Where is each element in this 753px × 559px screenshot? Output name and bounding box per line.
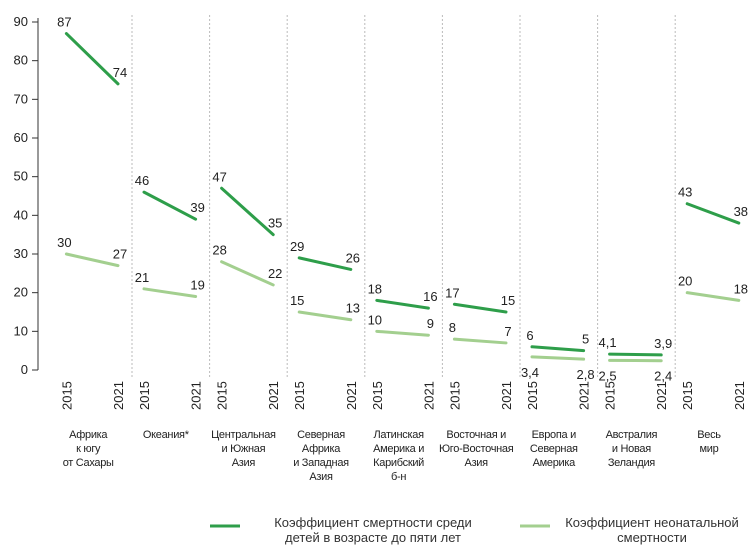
x-tick-label: 2015 (370, 381, 385, 410)
x-tick-label: 2015 (215, 381, 230, 410)
data-label: 18 (368, 281, 382, 296)
series-line (142, 287, 198, 299)
data-label: 4,1 (599, 335, 617, 350)
series-line (220, 260, 275, 287)
y-tick-label: 10 (14, 323, 28, 338)
category-label: Латинская Америка и Карибский б-н (373, 429, 425, 483)
x-tick-label: 2015 (447, 381, 462, 410)
data-label: 27 (113, 247, 127, 262)
data-label: 38 (734, 204, 748, 219)
data-label: 3,4 (521, 365, 539, 380)
x-tick-label: 2015 (59, 381, 74, 410)
x-tick-label: 2021 (732, 381, 747, 410)
x-tick-label: 2021 (266, 381, 281, 410)
data-label: 13 (346, 301, 360, 316)
data-label: 29 (290, 239, 304, 254)
data-label: 17 (445, 285, 459, 300)
series-line (64, 32, 120, 86)
x-tick-label: 2021 (111, 381, 126, 410)
category-label: Европа и Северная Америка (529, 429, 578, 469)
data-label: 87 (57, 15, 71, 30)
y-tick-label: 60 (14, 130, 28, 145)
data-label: 3,9 (654, 336, 672, 351)
data-label: 2,5 (599, 368, 617, 383)
y-tick-label: 80 (14, 53, 28, 68)
data-label: 2,8 (577, 367, 595, 382)
data-label: 9 (427, 316, 434, 331)
x-tick-label: 2015 (680, 381, 695, 410)
x-tick-label: 2021 (344, 381, 359, 410)
y-tick-label: 90 (14, 14, 28, 29)
y-tick-label: 30 (14, 246, 28, 261)
x-tick-label: 2015 (137, 381, 152, 410)
y-tick-label: 0 (21, 362, 28, 377)
series-line (685, 202, 741, 225)
data-label: 7 (504, 324, 511, 339)
series-line (685, 291, 741, 302)
data-label: 26 (346, 250, 360, 265)
data-label: 30 (57, 235, 71, 250)
data-label: 74 (113, 65, 127, 80)
series-line (142, 190, 198, 221)
data-label: 15 (501, 293, 515, 308)
data-label: 46 (135, 173, 149, 188)
series-line (452, 337, 508, 345)
x-tick-label: 2015 (292, 381, 307, 410)
legend-label: Коэффициент смертности среди детей в воз… (274, 515, 472, 545)
data-label: 10 (368, 312, 382, 327)
y-tick-label: 70 (14, 91, 28, 106)
category-label: Северная Африка и Западная Азия (293, 429, 349, 483)
data-label: 39 (190, 200, 204, 215)
data-label: 16 (423, 289, 437, 304)
series-line (375, 298, 430, 310)
data-label: 6 (526, 328, 533, 343)
series-line (297, 310, 353, 322)
data-label: 35 (268, 216, 282, 231)
category-label: Центральная и Южная Азия (211, 429, 276, 469)
x-tick-label: 2021 (577, 381, 592, 410)
category-label: Восточная и Юго-Восточная Азия (438, 429, 514, 469)
y-tick-label: 40 (14, 207, 28, 222)
y-tick-label: 20 (14, 285, 28, 300)
data-label: 22 (268, 266, 282, 281)
series-line (220, 186, 275, 237)
category-label: Океания* (142, 429, 189, 441)
x-tick-label: 2015 (525, 381, 540, 410)
category-label: Африка к югу от Сахары (62, 429, 114, 469)
series-line (530, 355, 586, 361)
series-line (608, 352, 663, 357)
series-line (375, 329, 430, 337)
x-tick-label: 2021 (189, 381, 204, 410)
y-tick-label: 50 (14, 169, 28, 184)
x-tick-label: 2021 (654, 381, 669, 410)
data-label: 19 (190, 278, 204, 293)
series-line (297, 256, 353, 271)
data-label: 5 (582, 332, 589, 347)
category-label: Австралия и Новая Зеландия (605, 429, 658, 469)
data-label: 18 (734, 281, 748, 296)
x-tick-label: 2015 (603, 381, 618, 410)
data-label: 28 (212, 243, 226, 258)
x-tick-label: 2021 (421, 381, 436, 410)
data-label: 43 (678, 185, 692, 200)
data-label: 15 (290, 293, 304, 308)
series-line (64, 252, 120, 268)
data-label: 2,4 (654, 369, 672, 384)
data-label: 8 (449, 320, 456, 335)
x-tick-label: 2021 (499, 381, 514, 410)
legend-label: Коэффициент неонатальной смертности (565, 515, 739, 545)
series-line (530, 345, 586, 353)
data-label: 47 (212, 169, 226, 184)
category-label: Весь мир (697, 429, 721, 455)
series-line (452, 302, 508, 314)
data-label: 20 (678, 274, 692, 289)
data-label: 21 (135, 270, 149, 285)
